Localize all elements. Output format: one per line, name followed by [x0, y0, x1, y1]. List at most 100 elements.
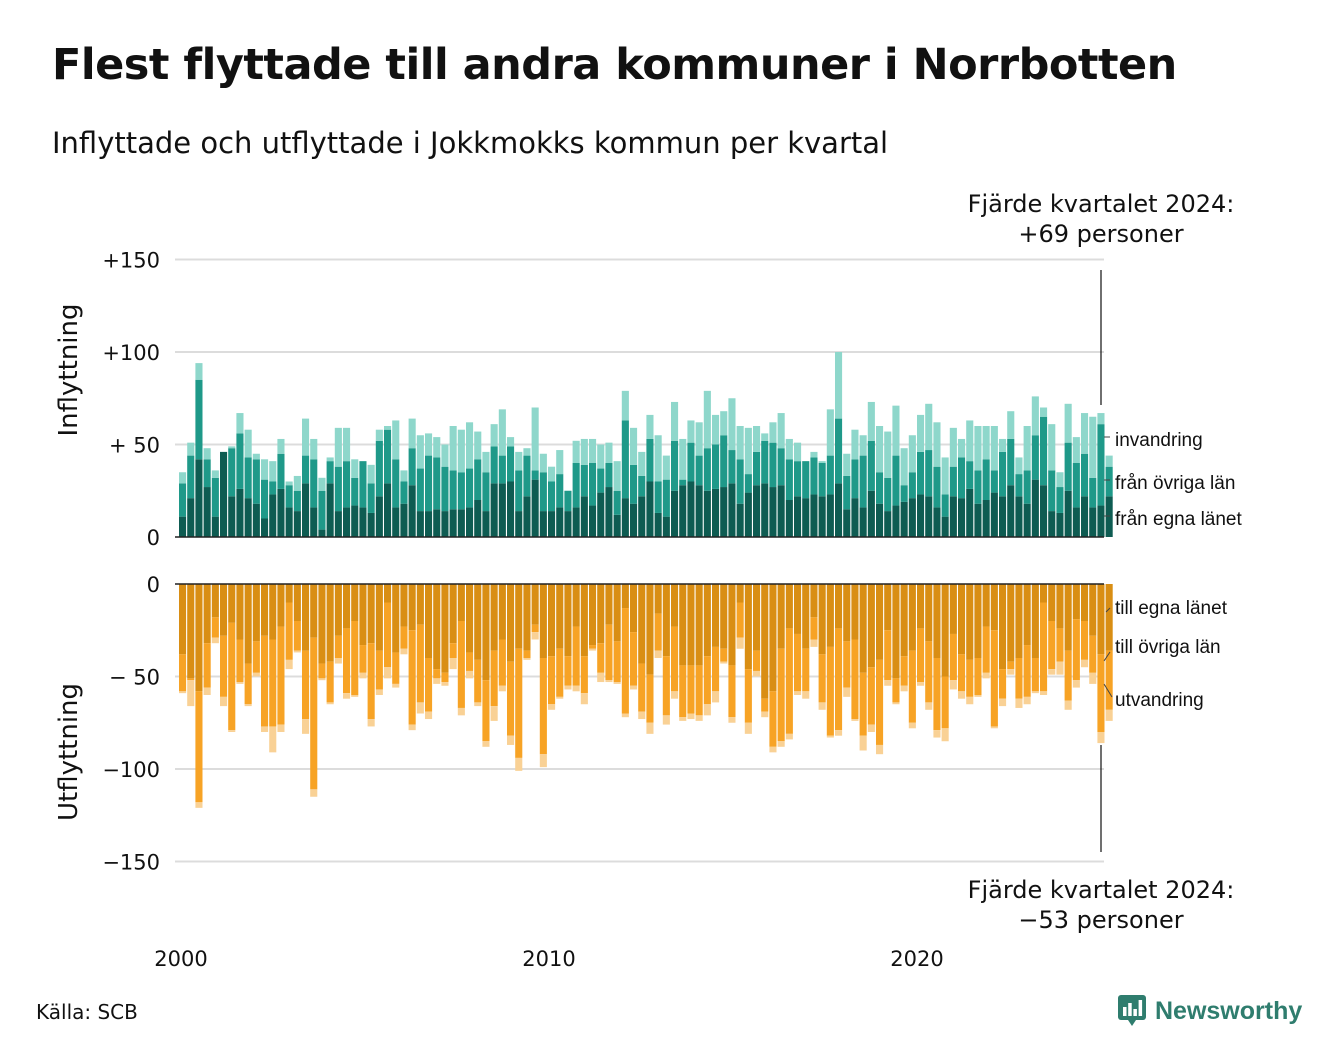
bar-in-2 [548, 466, 556, 482]
bar-out-1 [449, 643, 457, 658]
bar-in-2 [302, 418, 310, 456]
bar-in-2 [482, 451, 490, 473]
bar-out-1 [580, 656, 588, 694]
bar-out-2 [384, 667, 392, 679]
xtick-label: 2000 [154, 947, 207, 971]
bar-out-0 [654, 584, 662, 614]
bar-out-1 [457, 621, 465, 708]
bar-in-1 [556, 474, 564, 508]
bar-out-2 [671, 691, 679, 699]
bar-in-2 [441, 444, 449, 467]
bar-in-1 [400, 481, 408, 504]
bar-in-1 [449, 470, 457, 510]
bar-in-1 [359, 461, 367, 508]
bar-out-0 [580, 584, 588, 657]
bar-in-0 [261, 518, 269, 537]
bar-in-1 [974, 470, 982, 504]
bar-in-1 [425, 455, 433, 512]
bar-in-2 [1015, 457, 1023, 475]
bar-out-1 [785, 628, 793, 734]
bar-in-1 [818, 463, 826, 497]
bar-out-2 [810, 639, 818, 647]
bar-in-0 [908, 498, 916, 537]
bar-out-0 [515, 584, 523, 649]
bar-out-0 [851, 584, 859, 640]
y-axis-title-out: Utflyttning [54, 683, 84, 821]
bar-in-2 [703, 390, 711, 449]
bar-out-0 [933, 584, 941, 658]
bar-in-2 [736, 426, 744, 460]
bar-out-1 [548, 656, 556, 705]
xtick-label: 2020 [890, 947, 943, 971]
bar-in-2 [400, 470, 408, 482]
bar-out-2 [580, 693, 588, 705]
bar-in-1 [736, 459, 744, 504]
bar-out-2 [949, 680, 957, 690]
bar-in-2 [195, 363, 203, 380]
bar-in-0 [318, 529, 326, 537]
bar-out-2 [990, 726, 998, 729]
bar-out-2 [958, 691, 966, 699]
bar-in-2 [252, 453, 260, 460]
bar-in-1 [334, 466, 342, 512]
bar-out-1 [1031, 658, 1039, 692]
bar-out-0 [638, 584, 646, 664]
bar-out-0 [843, 584, 851, 642]
bar-in-1 [384, 429, 392, 484]
bar-in-1 [720, 435, 728, 488]
bar-out-0 [310, 584, 318, 638]
bar-in-1 [630, 464, 638, 504]
bar-in-2 [859, 435, 867, 456]
bar-out-1 [810, 617, 818, 640]
bar-out-0 [1007, 584, 1015, 662]
ytick-label-out: −100 [102, 758, 160, 782]
bar-in-0 [408, 485, 416, 537]
annotation-in-line1: Fjärde kvartalet 2024: [968, 190, 1235, 218]
bar-out-0 [818, 584, 826, 655]
bar-in-0 [597, 492, 605, 537]
bar-out-2 [408, 724, 416, 731]
bar-out-1 [654, 613, 662, 651]
bar-in-0 [826, 494, 834, 537]
bar-out-1 [285, 602, 293, 660]
bar-out-1 [744, 669, 752, 723]
bar-out-2 [761, 711, 769, 718]
bar-out-1 [925, 641, 933, 703]
bar-in-1 [843, 475, 851, 510]
bar-in-0 [1072, 507, 1080, 537]
bar-in-2 [867, 401, 875, 441]
bar-out-0 [466, 584, 474, 653]
bar-out-0 [1072, 584, 1080, 620]
annotation-out-line2: −53 personer [1018, 906, 1183, 934]
bar-in-0 [630, 503, 638, 537]
bar-out-1 [1007, 661, 1015, 670]
bar-in-2 [933, 422, 941, 467]
bar-in-2 [277, 438, 285, 454]
bar-out-2 [1072, 680, 1080, 688]
bar-in-0 [375, 496, 383, 537]
bar-in-1 [941, 494, 949, 517]
bar-in-2 [908, 435, 916, 473]
bar-in-0 [449, 509, 457, 537]
bar-out-1 [1015, 658, 1023, 699]
bar-out-0 [482, 584, 490, 681]
bar-out-0 [490, 584, 498, 651]
bar-in-2 [1048, 424, 1056, 471]
bar-in-2 [343, 427, 351, 462]
legend-tick [1105, 607, 1111, 613]
bar-in-1 [261, 479, 269, 519]
bar-out-2 [900, 685, 908, 692]
bar-in-2 [613, 461, 621, 491]
bar-out-0 [293, 584, 301, 621]
bar-in-2 [646, 414, 654, 439]
bar-in-2 [753, 426, 761, 452]
bar-in-2 [728, 398, 736, 451]
bar-out-0 [1064, 584, 1072, 651]
bar-out-1 [384, 602, 392, 668]
bar-in-0 [515, 511, 523, 537]
bar-in-1 [999, 451, 1007, 497]
bar-in-0 [818, 496, 826, 537]
bar-out-1 [269, 639, 277, 727]
bar-in-2 [416, 435, 424, 469]
bar-in-2 [293, 475, 301, 491]
